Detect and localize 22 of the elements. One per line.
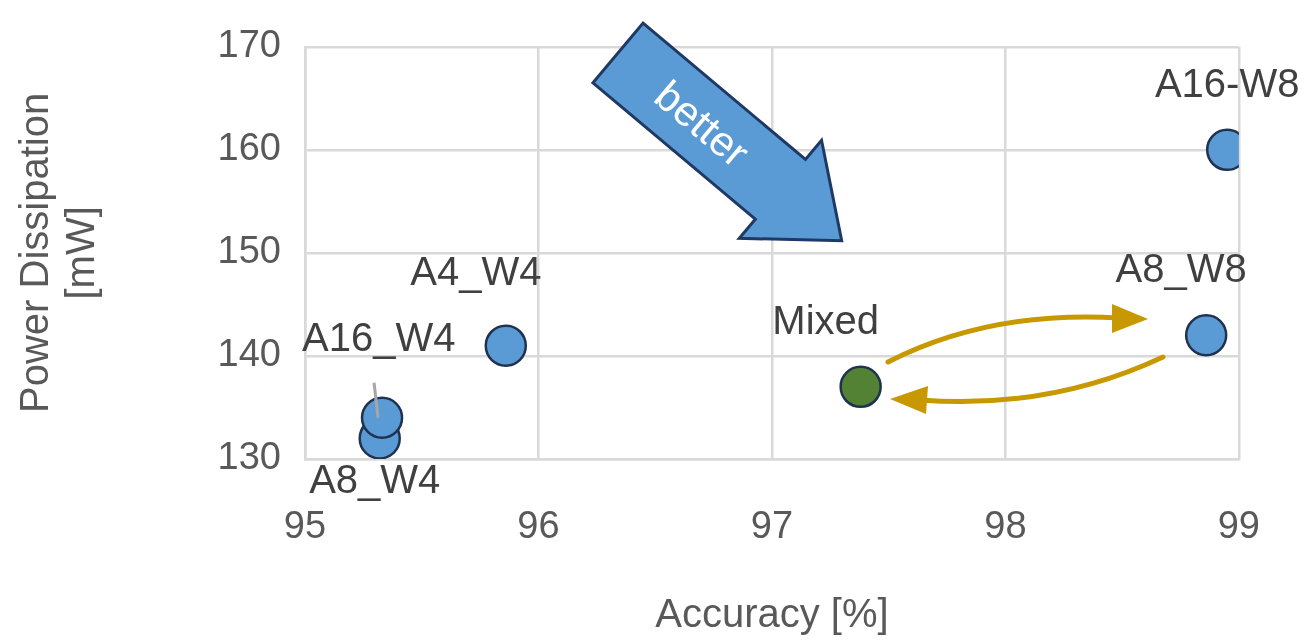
x-tick-label: 98 [984,504,1027,547]
x-tick-label: 99 [1217,504,1261,547]
y-tick-label: 170 [217,23,281,66]
x-tick-label: 97 [750,504,794,547]
point [839,365,882,409]
x-axis-title: Accuracy [%] [655,591,889,636]
series-label: A16-W8 [1154,60,1300,105]
x-tick-label: 95 [283,504,327,547]
y-axis-title: Power Dissipation [mW] [12,92,103,413]
y-tick-label: 140 [217,332,281,375]
series-label: A8_W4 [309,457,441,502]
y-tick-label: 130 [217,435,281,478]
series-label: A4_W4 [410,248,542,293]
series-label: A16_W4 [302,314,456,359]
point [484,324,528,367]
y-tick-label: 160 [217,126,281,169]
series-label: A8_W8 [1115,246,1247,291]
x-tick-label: 96 [517,504,560,547]
point [360,396,404,440]
point [1184,314,1228,357]
y-tick-label: 150 [217,229,281,272]
series-label: Mixed [772,297,879,342]
